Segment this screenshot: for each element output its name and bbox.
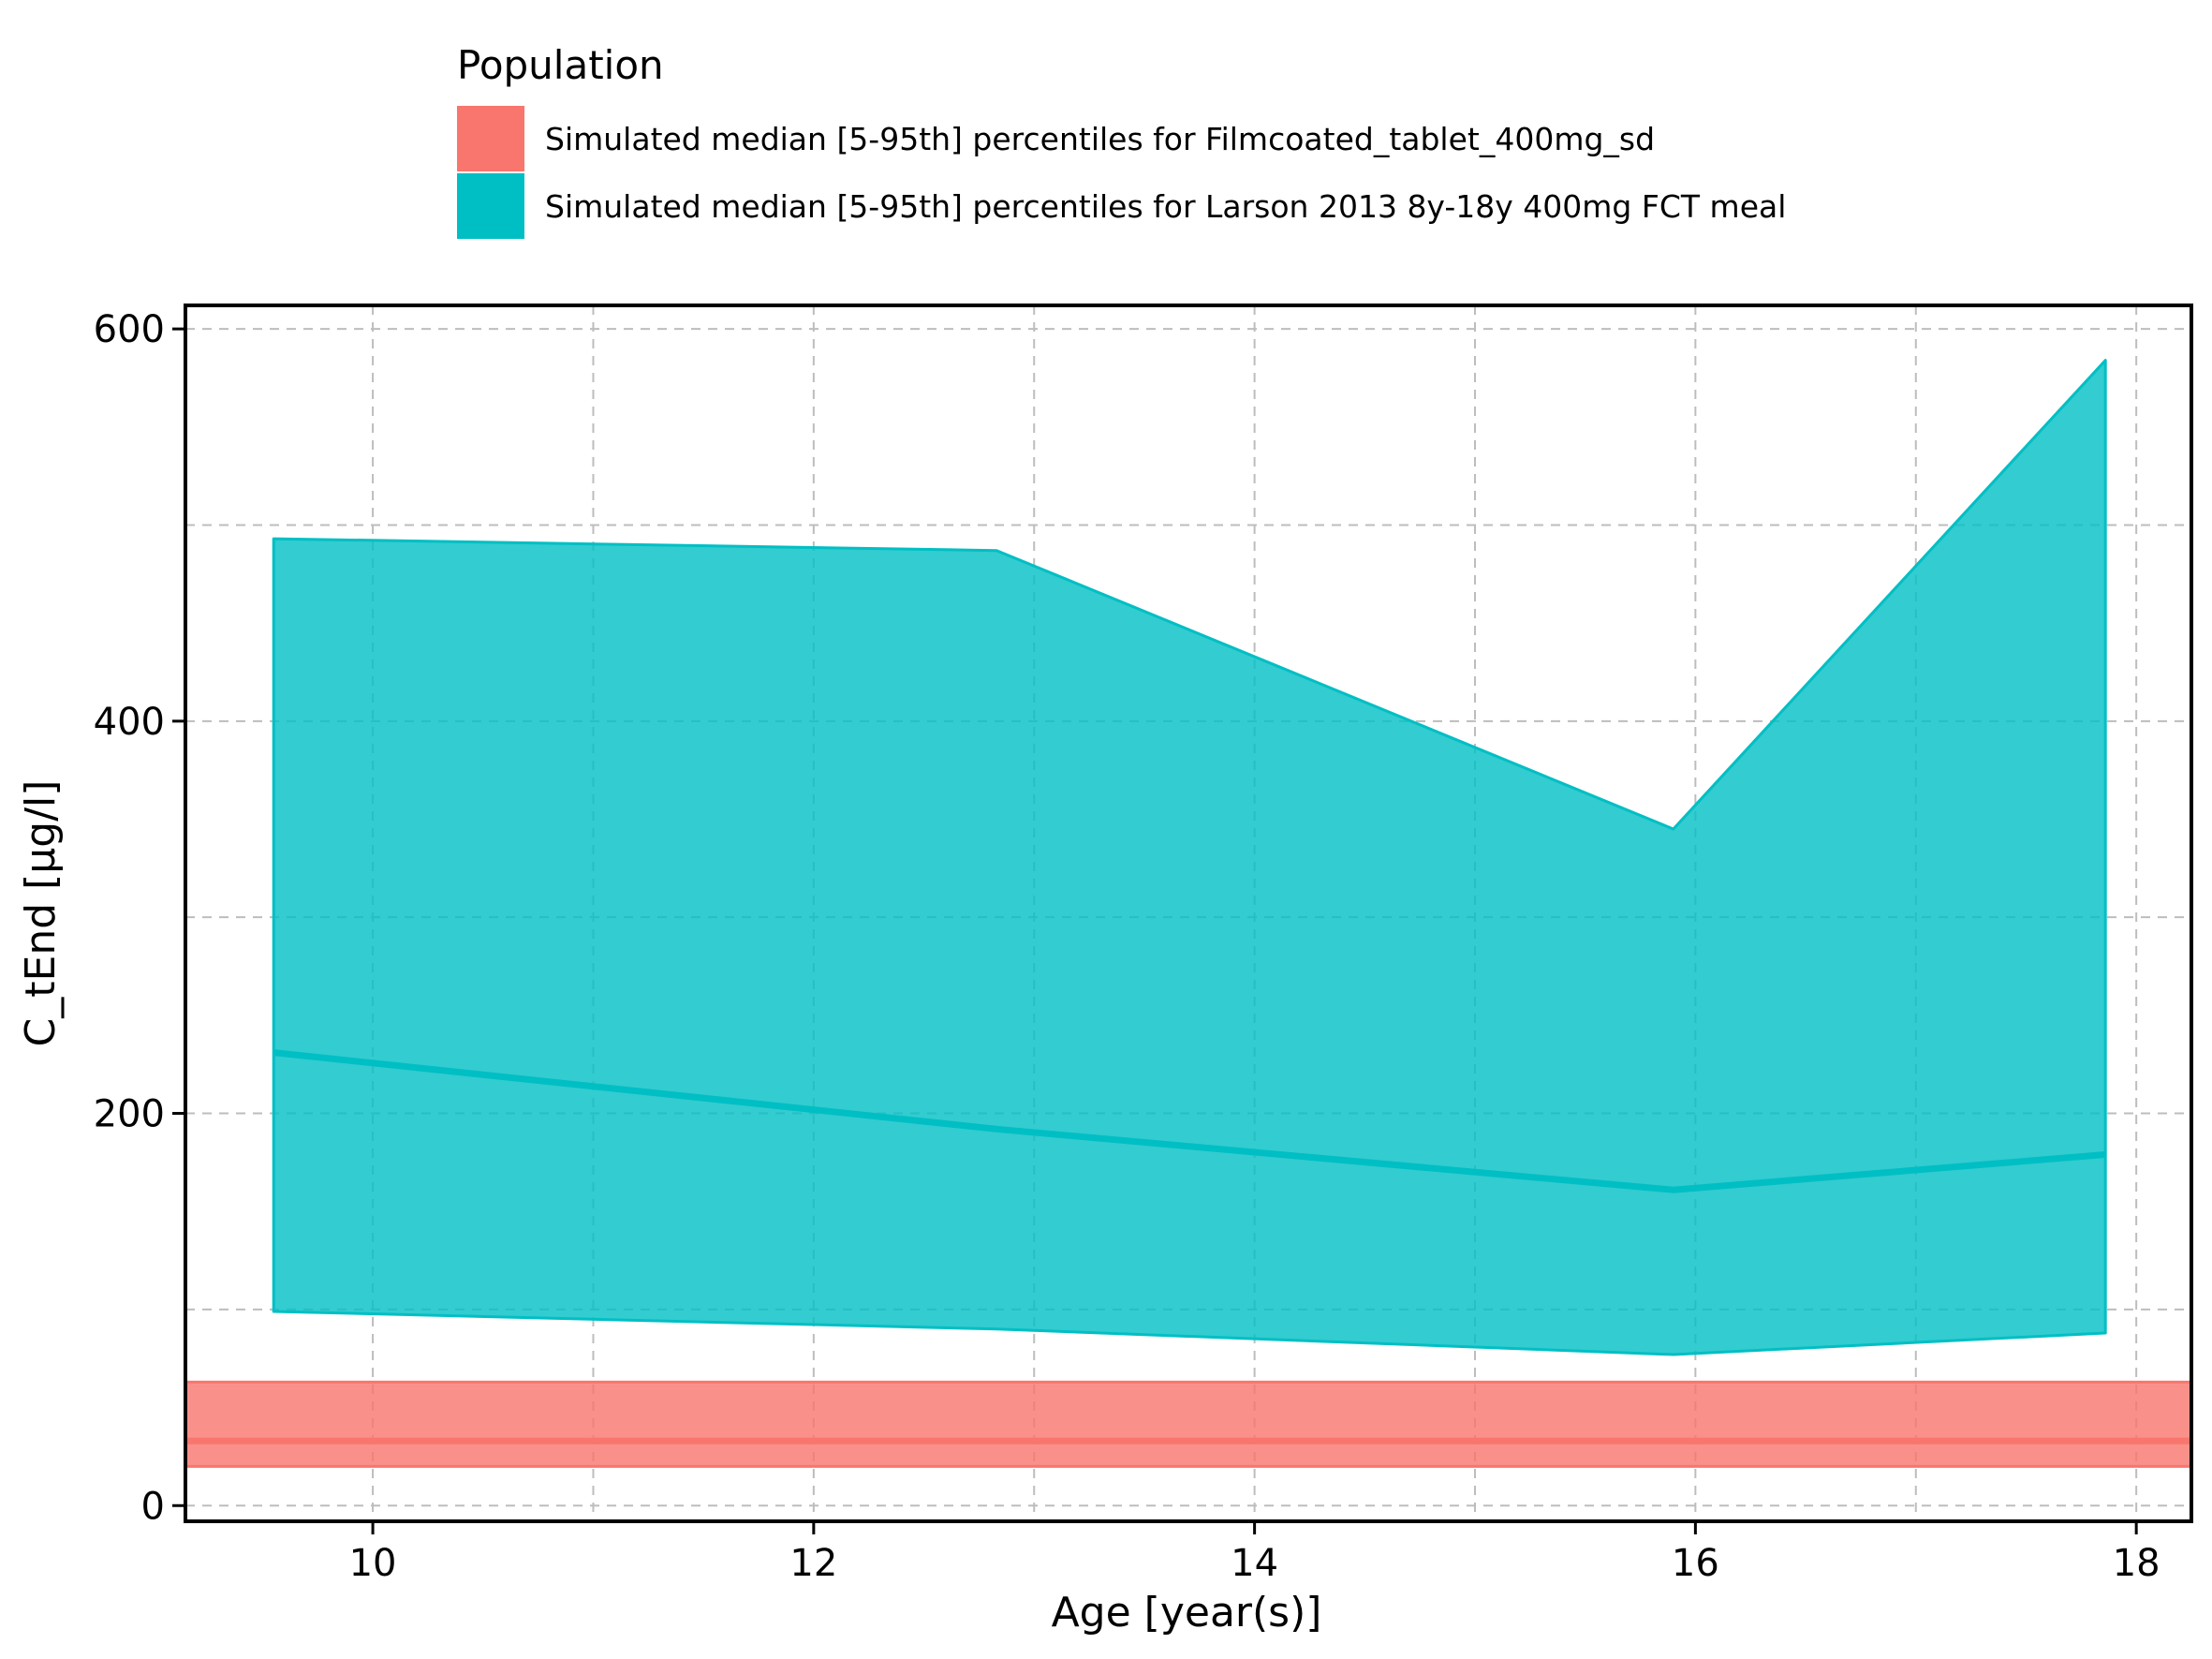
legend: Population Simulated median [5-95th] per… bbox=[457, 42, 1786, 239]
y-tick-label: 600 bbox=[94, 308, 165, 351]
x-tick-label: 18 bbox=[2113, 1542, 2160, 1585]
series-2-median-line bbox=[273, 1049, 2106, 1193]
x-tick-label: 12 bbox=[789, 1542, 837, 1585]
legend-title: Population bbox=[457, 42, 664, 88]
series-1-band bbox=[184, 1380, 2193, 1468]
series-2-band bbox=[272, 359, 2107, 1356]
series-layer bbox=[184, 359, 2193, 1468]
legend-swatch-2 bbox=[457, 173, 524, 239]
y-tick-label: 200 bbox=[94, 1093, 165, 1136]
legend-label-1: Simulated median [5-95th] percentiles fo… bbox=[545, 121, 1655, 157]
legend-label-2: Simulated median [5-95th] percentiles fo… bbox=[545, 188, 1786, 225]
y-axis-title: C_tEnd [µg/l] bbox=[17, 780, 65, 1047]
y-tick-label: 400 bbox=[94, 701, 165, 744]
x-axis-title: Age [year(s)] bbox=[1052, 1589, 1322, 1637]
x-tick-label: 16 bbox=[1672, 1542, 1719, 1585]
y-tick-label: 0 bbox=[141, 1485, 165, 1528]
x-tick-label: 14 bbox=[1231, 1542, 1278, 1585]
x-tick-label: 10 bbox=[349, 1542, 397, 1585]
plot-area: 10 12 14 16 18 0 200 400 600 bbox=[94, 304, 2193, 1585]
legend-swatch-1 bbox=[457, 106, 524, 171]
plot-frame bbox=[184, 304, 2193, 1523]
axes: 10 12 14 16 18 0 200 400 600 bbox=[94, 308, 2160, 1585]
